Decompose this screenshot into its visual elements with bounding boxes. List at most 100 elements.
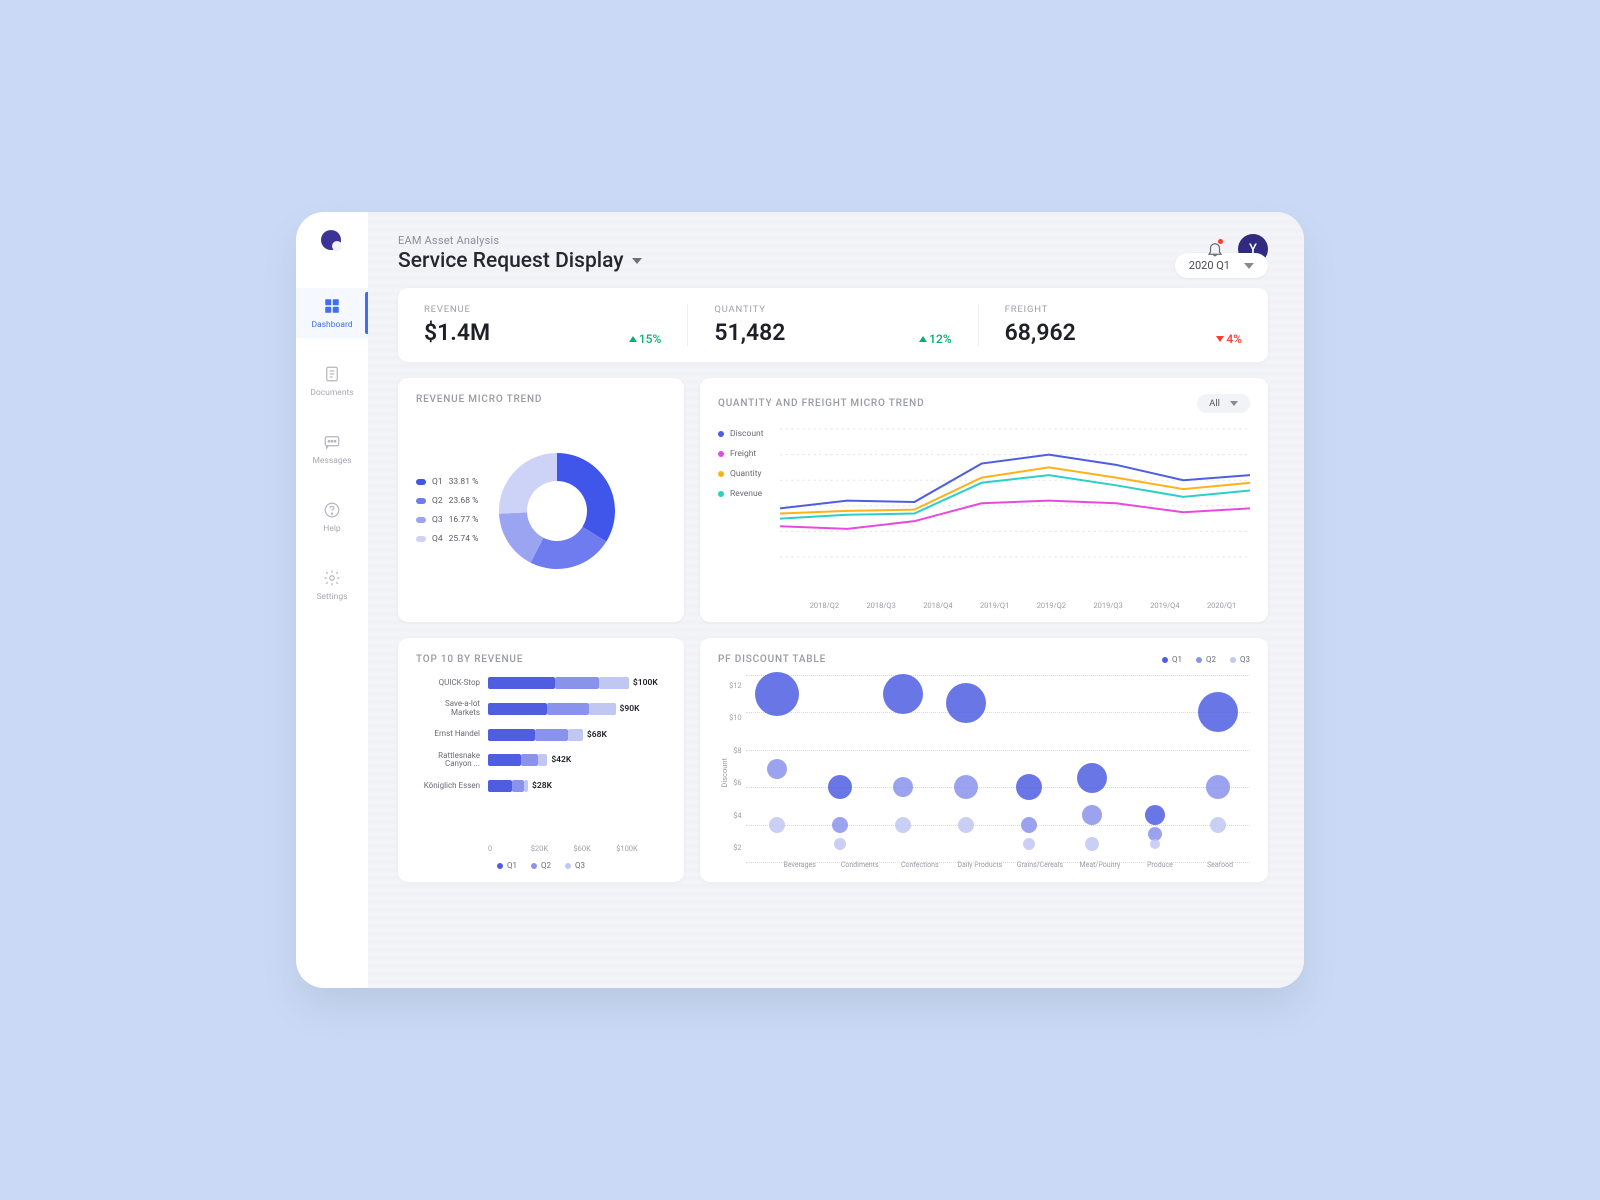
sidebar-item-settings[interactable]: Settings — [296, 560, 368, 610]
logo — [321, 230, 343, 252]
gridline — [746, 825, 1250, 826]
grid-icon — [322, 296, 342, 316]
kpi-freight: FREIGHT 68,962 4% — [979, 304, 1268, 346]
bar-segment — [512, 780, 524, 792]
kpi-label: REVENUE — [424, 304, 490, 315]
axis-tick: $60K — [573, 844, 616, 853]
bar-segment — [488, 703, 547, 715]
gridline — [746, 787, 1250, 788]
kpi-value: 51,482 — [714, 319, 785, 346]
legend-item: Q316.77 % — [416, 515, 478, 525]
bubble-ylabel: Discount — [718, 758, 729, 788]
card-title: REVENUE MICRO TREND — [416, 394, 666, 405]
axis-tick: Beverages — [770, 862, 830, 870]
period-label: 2020 Q1 — [1189, 259, 1230, 272]
msg-icon — [322, 432, 342, 452]
axis-tick: 0 — [488, 844, 531, 853]
donut-slice-q4 — [499, 453, 557, 514]
bubble-point — [755, 672, 799, 716]
legend-label: Q3 — [575, 861, 585, 870]
bubble-point — [883, 674, 923, 714]
axis-tick: Confections — [890, 862, 950, 870]
card-title: TOP 10 BY REVENUE — [416, 654, 666, 665]
bubble-point — [958, 817, 974, 833]
arrow-up-icon — [919, 336, 927, 342]
bar-segment — [535, 729, 568, 741]
bar-row: QUICK-Stop $100K — [416, 677, 666, 689]
kpi-delta: 4% — [1216, 332, 1242, 346]
chevron-down-icon — [632, 258, 642, 264]
bar-row: Ernst Handel$68K — [416, 729, 666, 741]
axis-tick: $12 — [729, 681, 742, 690]
bubble-point — [1023, 838, 1035, 850]
bar-label: Königlich Essen — [416, 782, 480, 791]
bubble-point — [832, 817, 848, 833]
axis-tick: 2020/Q1 — [1193, 601, 1250, 610]
axis-tick: $8 — [729, 746, 742, 755]
sidebar-item-help[interactable]: Help — [296, 492, 368, 542]
bar-label: Ernst Handel — [416, 730, 480, 739]
bar-segment — [488, 729, 535, 741]
bubble-point — [1145, 805, 1165, 825]
bar-segment — [488, 677, 555, 689]
legend-item: Quantity — [718, 469, 764, 479]
bubble-chart — [746, 675, 1250, 862]
legend-swatch — [416, 498, 426, 504]
notifications-button[interactable] — [1206, 240, 1224, 258]
bubble-point — [828, 775, 852, 799]
legend-item: Q3 — [1230, 655, 1250, 664]
bar-segment — [524, 780, 528, 792]
bar-segment — [599, 677, 629, 689]
sidebar-item-label: Help — [323, 524, 340, 534]
sidebar-item-dashboard[interactable]: Dashboard — [296, 288, 368, 338]
bubble-point — [1016, 774, 1042, 800]
axis-tick: $10 — [729, 713, 742, 722]
top10-legend: Q1Q2Q3 — [416, 861, 666, 870]
kpi-delta: 12% — [919, 332, 951, 346]
axis-tick: 2019/Q3 — [1080, 601, 1137, 610]
top10-xaxis: 0$20K$60K$100K — [416, 844, 666, 853]
legend-label: Q1 — [1172, 655, 1182, 664]
line-legend: DiscountFreightQuantityRevenue — [718, 429, 764, 599]
legend-item: Q223.68 % — [416, 496, 478, 506]
legend-swatch — [416, 517, 426, 523]
bar-value: $100K — [633, 678, 658, 688]
bar-segment — [589, 703, 616, 715]
kpi-value: 68,962 — [1005, 319, 1076, 346]
card-title: QUANTITY AND FREIGHT MICRO TREND — [718, 398, 924, 409]
legend-swatch — [718, 471, 724, 477]
bar-segment — [521, 754, 539, 766]
sidebar: Dashboard Documents Messages Help Settings — [296, 212, 368, 988]
legend-label: Quantity — [730, 469, 762, 479]
bubble-point — [1021, 817, 1037, 833]
kpi-value: $1.4M — [424, 319, 490, 346]
bubble-point — [1082, 805, 1102, 825]
legend-item: Q133.81 % — [416, 477, 478, 487]
bar-row: Rattlesnake Canyon ...$42K — [416, 752, 666, 770]
bubble-point — [767, 759, 787, 779]
gridline — [746, 862, 1250, 863]
kpi-label: FREIGHT — [1005, 304, 1076, 315]
legend-swatch — [1162, 657, 1168, 663]
bar-segment — [555, 677, 600, 689]
page-title-dropdown[interactable]: Service Request Display — [398, 249, 642, 273]
sidebar-item-messages[interactable]: Messages — [296, 424, 368, 474]
bubble-point — [1077, 763, 1107, 793]
gridline — [746, 712, 1250, 713]
bar-label: QUICK-Stop — [416, 679, 480, 688]
line-filter-dropdown[interactable]: All — [1197, 394, 1250, 413]
top10-bars: QUICK-Stop$100KSave-a-lot Markets$90KErn… — [416, 677, 666, 844]
bubble-point — [1085, 837, 1099, 851]
bar-value: $28K — [532, 781, 552, 791]
sidebar-item-label: Settings — [316, 592, 347, 602]
main: EAM Asset Analysis Service Request Displ… — [368, 212, 1304, 988]
chevron-down-icon — [1244, 263, 1254, 269]
bubble-point — [893, 777, 913, 797]
sidebar-item-documents[interactable]: Documents — [296, 356, 368, 406]
bar-segment — [568, 729, 583, 741]
legend-item: Q425.74 % — [416, 534, 478, 544]
sidebar-item-label: Dashboard — [311, 320, 352, 330]
legend-swatch — [718, 491, 724, 497]
line-series-discount — [780, 455, 1251, 509]
bubble-legend: Q1Q2Q3 — [1162, 655, 1250, 664]
